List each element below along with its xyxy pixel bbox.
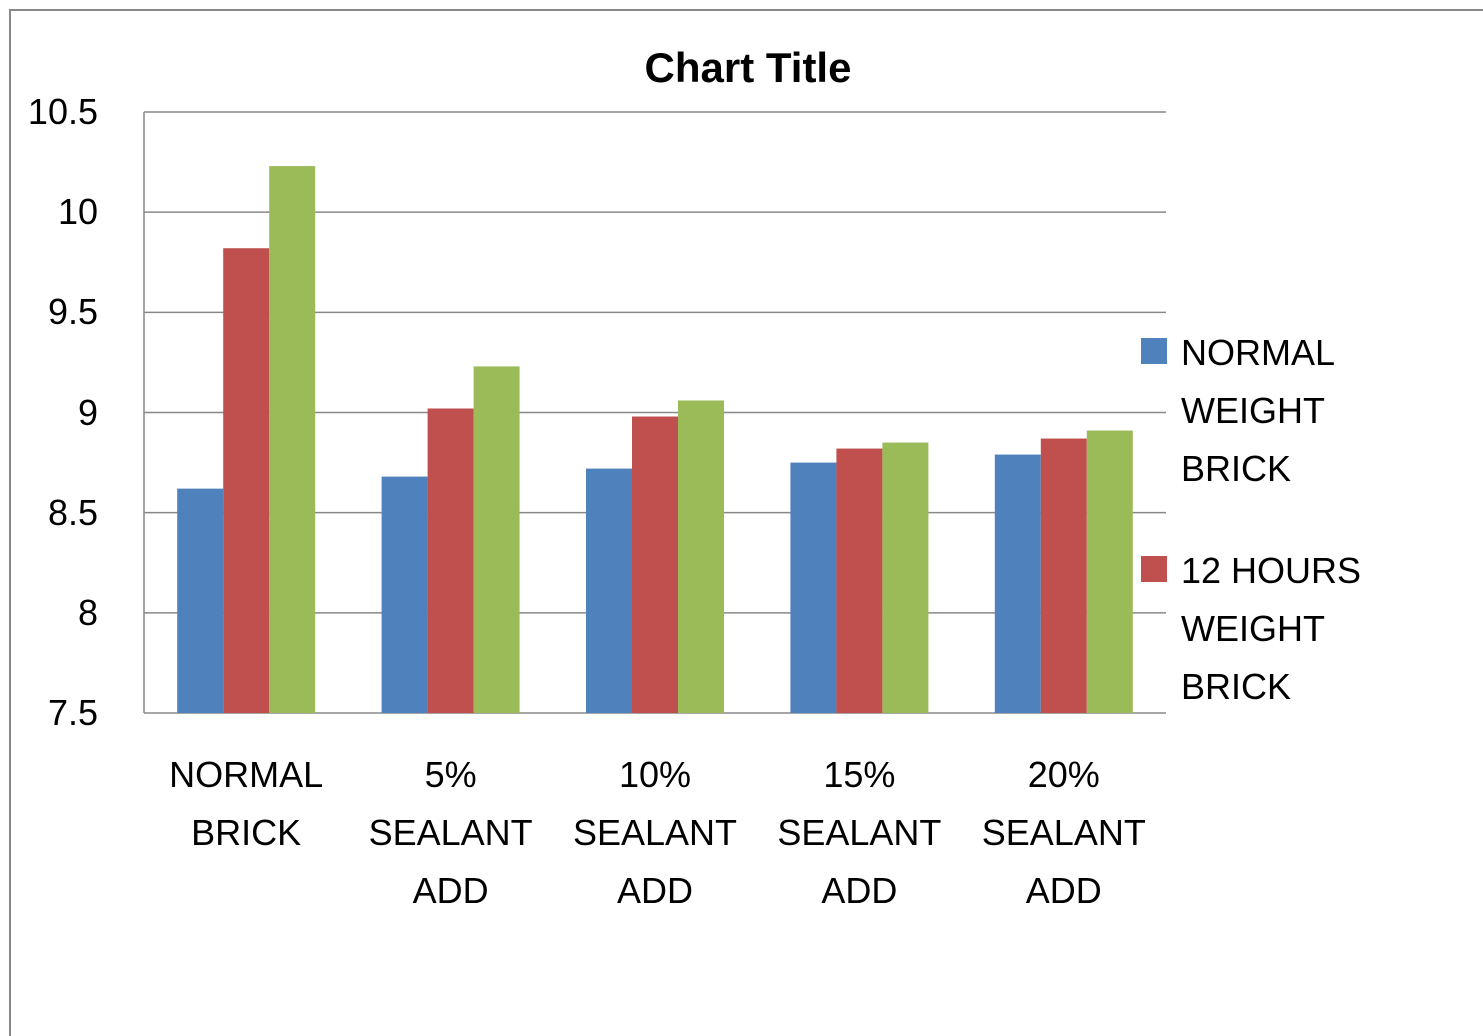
bar xyxy=(1087,431,1133,713)
bar xyxy=(382,477,428,713)
bar xyxy=(428,408,474,713)
x-tick-label: 20% SEALANT ADD xyxy=(966,746,1162,920)
x-tick-label: 10% SEALANT ADD xyxy=(557,746,753,920)
y-tick-label: 8.5 xyxy=(0,493,98,533)
bar xyxy=(223,248,269,713)
bar xyxy=(678,400,724,713)
bar xyxy=(790,463,836,713)
bar xyxy=(632,417,678,713)
bar xyxy=(882,443,928,713)
y-tick-label: 9 xyxy=(0,393,98,433)
bar xyxy=(836,449,882,713)
y-tick-label: 9.5 xyxy=(0,292,98,332)
x-tick-label: 15% SEALANT ADD xyxy=(761,746,957,920)
legend-label: NORMAL WEIGHT BRICK xyxy=(1181,324,1411,498)
bar xyxy=(269,166,315,713)
bar xyxy=(586,469,632,713)
legend-swatch xyxy=(1141,556,1167,582)
bar xyxy=(177,489,223,713)
legend-label: 12 HOURS WEIGHT BRICK xyxy=(1181,542,1411,716)
y-tick-label: 10.5 xyxy=(0,92,98,132)
x-tick-label: 5% SEALANT ADD xyxy=(353,746,549,920)
x-tick-label: NORMAL BRICK xyxy=(148,746,344,862)
y-tick-label: 7.5 xyxy=(0,693,98,733)
y-tick-label: 8 xyxy=(0,593,98,633)
legend-swatch xyxy=(1141,338,1167,364)
chart-container: Chart Title 7.5 8 8.5 9 9.5 10 10.5 NORMAL BRIC… xyxy=(0,0,1483,1036)
bar xyxy=(474,366,520,713)
chart-title: Chart Title xyxy=(0,44,1483,92)
bar xyxy=(995,455,1041,713)
bar xyxy=(1041,439,1087,713)
y-tick-label: 10 xyxy=(0,192,98,232)
